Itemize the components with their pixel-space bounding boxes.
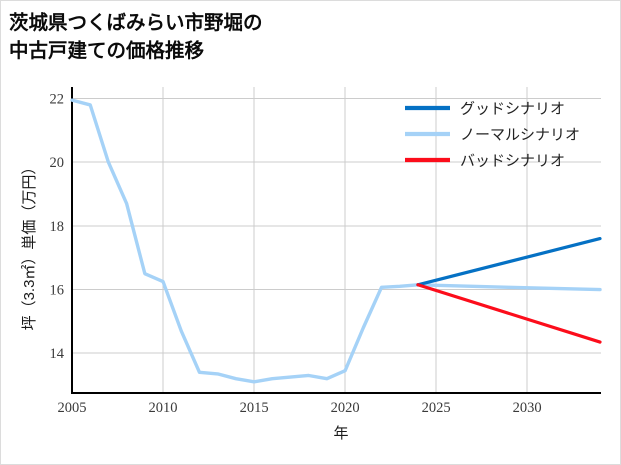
y-tick-22: 22	[50, 92, 65, 108]
x-axis-title: 年	[333, 425, 348, 442]
y-tick-16: 16	[50, 283, 65, 299]
page-title: 茨城県つくばみらい市野堀の 中古戸建ての価格推移	[9, 12, 263, 63]
legend-label-ノーマルシナリオ: ノーマルシナリオ	[460, 127, 580, 144]
y-tick-14: 14	[50, 346, 65, 362]
x-tick-2015: 2015	[240, 400, 269, 416]
legend-label-バッドシナリオ: バッドシナリオ	[460, 153, 565, 170]
series-line-ノーマルシナリオ	[70, 98, 602, 384]
series-lines	[70, 98, 602, 384]
y-tick-20: 20	[50, 155, 65, 171]
legend-label-グッドシナリオ: グッドシナリオ	[460, 101, 565, 118]
series-line-バッドシナリオ	[416, 283, 602, 344]
gridlines	[71, 87, 601, 393]
x-tick-2020: 2020	[331, 400, 360, 416]
axis-lines	[70, 87, 601, 395]
y-axis-tick-labels: 14 16 18 20 22	[50, 92, 65, 363]
x-tick-2005: 2005	[58, 400, 87, 416]
x-tick-2025: 2025	[422, 400, 451, 416]
y-axis-title: 坪（3.3㎡）単価（万円）	[21, 160, 38, 331]
y-tick-18: 18	[50, 219, 65, 235]
series-line-グッドシナリオ	[416, 237, 602, 287]
x-tick-2010: 2010	[149, 400, 178, 416]
x-tick-2030: 2030	[513, 400, 542, 416]
x-axis-tick-labels: 2005 2010 2015 2020 2025 2030	[58, 400, 542, 416]
